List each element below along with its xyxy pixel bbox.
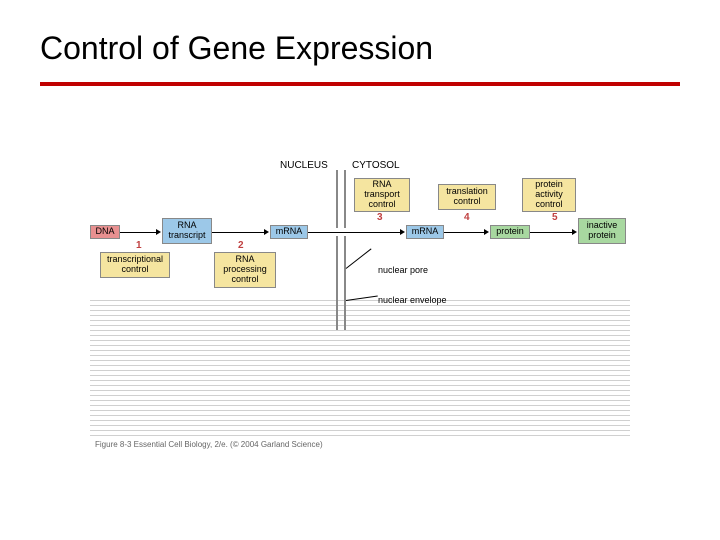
arrow-1-head [156,229,161,235]
title-underline [40,82,680,86]
step-3-number: 3 [377,212,383,223]
cytosol-label: CYTOSOL [352,160,400,171]
dna-box: DNA [90,225,120,239]
transcriptional-control-box: transcriptional control [100,252,170,278]
nuclear-pore-label: nuclear pore [378,265,428,275]
rna-processing-control-box: RNA processing control [214,252,276,288]
gene-expression-diagram: NUCLEUS CYTOSOL DNA RNA transcript mRNA … [90,150,630,370]
arrow-5-line [530,232,573,233]
translation-control-box: translation control [438,184,496,210]
membrane-left-bottom [336,236,338,330]
step-1-number: 1 [136,240,142,251]
page-title: Control of Gene Expression [40,30,433,67]
nuclear-envelope-label: nuclear envelope [378,295,447,305]
membrane-right-bottom [344,236,346,330]
arrow-3-line [308,232,401,233]
inactive-protein-box: inactive protein [578,218,626,244]
step-4-number: 4 [464,212,470,223]
membrane-left-top [336,170,338,228]
protein-activity-control-box: protein activity control [522,178,576,212]
nucleus-label: NUCLEUS [280,160,328,171]
step-5-number: 5 [552,212,558,223]
protein-box: protein [490,225,530,239]
arrow-2-head [264,229,269,235]
arrow-4-line [444,232,485,233]
pore-pointer [346,248,372,268]
step-2-number: 2 [238,240,244,251]
membrane-right-top [344,170,346,228]
mrna-nucleus-box: mRNA [270,225,308,239]
arrow-4-head [484,229,489,235]
arrow-1-line [120,232,157,233]
arrow-2-line [212,232,265,233]
rna-transport-control-box: RNA transport control [354,178,410,212]
figure-caption: Figure 8-3 Essential Cell Biology, 2/e. … [95,440,323,449]
rna-transcript-box: RNA transcript [162,218,212,244]
arrow-3-head [400,229,405,235]
arrow-5-head [572,229,577,235]
mrna-cytosol-box: mRNA [406,225,444,239]
envelope-pointer [346,296,378,301]
